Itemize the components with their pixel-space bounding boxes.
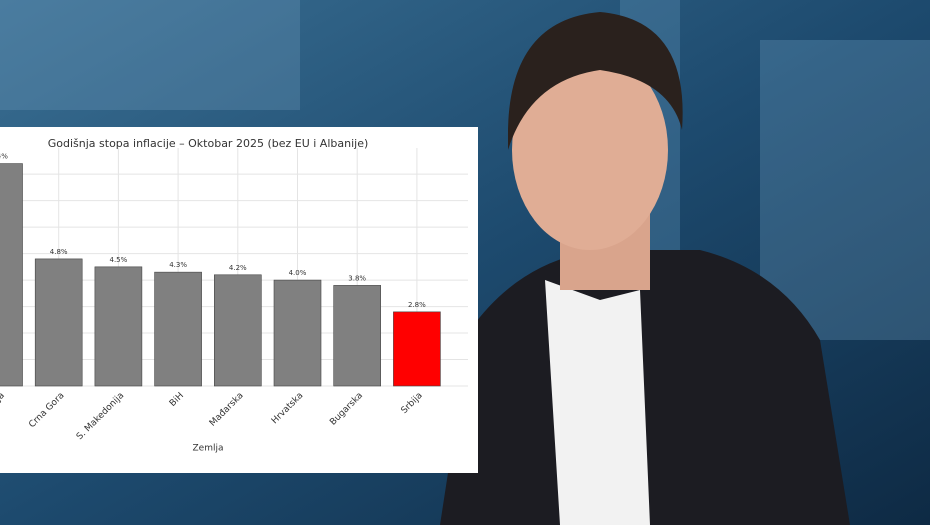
chart-title: Godišnja stopa inflacije – Oktobar 2025 … xyxy=(48,137,369,150)
bar xyxy=(393,311,441,387)
data-label: 4.3% xyxy=(169,261,187,269)
x-axis-label: Zemlja xyxy=(193,444,224,454)
chart-panel: Godišnja stopa inflacije – Oktobar 2025 … xyxy=(0,127,478,473)
data-label: 4.8% xyxy=(50,248,68,256)
data-label: 4.0% xyxy=(289,269,307,277)
bar xyxy=(333,285,382,387)
bar xyxy=(214,274,262,387)
data-label: 4.2% xyxy=(229,264,247,272)
chart: Godišnja stopa inflacije – Oktobar 2025 … xyxy=(0,137,468,454)
data-label: 2.8% xyxy=(408,301,426,309)
data-label: 4.5% xyxy=(110,256,128,264)
bar xyxy=(273,279,322,387)
data-label: 8.4% xyxy=(0,153,8,161)
bar xyxy=(0,163,23,387)
bar xyxy=(34,258,83,387)
bar xyxy=(154,271,202,387)
bar xyxy=(94,266,143,387)
data-label: 3.8% xyxy=(348,274,366,282)
